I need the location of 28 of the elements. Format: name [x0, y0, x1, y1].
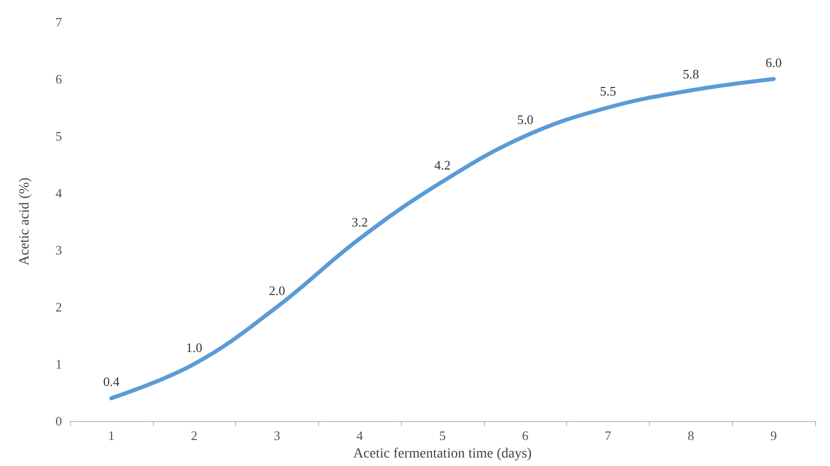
- y-tick-label: 0: [56, 414, 62, 428]
- data-label: 4.2: [434, 158, 451, 173]
- y-tick-label: 6: [56, 72, 62, 86]
- y-tick-label: 2: [56, 300, 62, 314]
- data-label: 3.2: [352, 214, 368, 230]
- y-tick-label: 3: [56, 242, 62, 258]
- x-tick-label: 5: [439, 428, 446, 443]
- y-tick-label: 5: [56, 128, 62, 144]
- data-label: 2.0: [268, 283, 286, 298]
- x-tick-label: 3: [274, 428, 280, 443]
- data-label: 6.0: [765, 55, 782, 70]
- data-label: 1.0: [186, 340, 202, 355]
- x-axis-title: Acetic fermentation time (days): [353, 446, 532, 462]
- x-tick-label: 7: [604, 428, 612, 443]
- data-label: 0.4: [103, 374, 120, 390]
- x-tick-label: 8: [688, 428, 694, 443]
- x-tick-label: 2: [190, 428, 198, 443]
- y-tick-label: 4: [56, 186, 62, 200]
- data-label: 5.0: [517, 112, 534, 127]
- y-axis-title: Acetic acid (%): [18, 177, 32, 266]
- data-label: 5.5: [600, 84, 616, 98]
- x-tick-label: 1: [108, 428, 115, 443]
- y-tick-label: 1: [56, 356, 62, 372]
- x-tick-label: 4: [356, 428, 364, 443]
- x-tick-label: 9: [770, 428, 777, 443]
- data-label: 5.8: [682, 66, 699, 82]
- y-tick-label: 7: [56, 14, 62, 30]
- x-tick-label: 6: [522, 428, 530, 443]
